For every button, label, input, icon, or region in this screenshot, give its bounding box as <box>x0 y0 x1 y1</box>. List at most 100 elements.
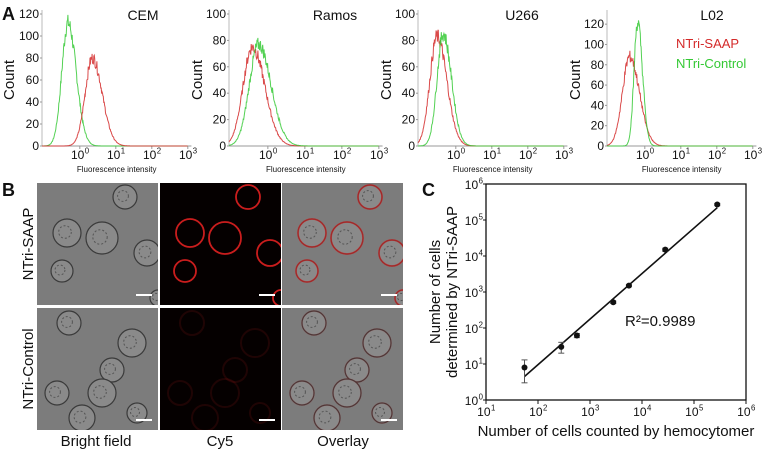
histogram-saap-curve <box>228 43 379 147</box>
y-tick-label: 60 <box>402 60 416 74</box>
cy5-ring <box>235 184 261 210</box>
y-tick-label: 100 <box>206 7 226 21</box>
cell-texture <box>104 363 116 375</box>
c-xlabel: Number of cells counted by hemocytomer <box>478 423 755 440</box>
x-tick-label-base: 10 <box>737 405 751 419</box>
x-tick-label-exponent: 2 <box>722 147 726 156</box>
cell <box>50 259 74 283</box>
histogram-saap-curve <box>42 53 188 147</box>
cell-texture <box>299 264 311 276</box>
cell <box>332 378 362 408</box>
x-tick-label-base: 10 <box>179 148 193 162</box>
y-tick-label: 20 <box>213 113 227 127</box>
legend-control: NTri-Control <box>676 56 746 71</box>
cell <box>362 328 392 358</box>
cy5-ring <box>179 310 205 336</box>
x-tick-label-base: 10 <box>370 148 384 162</box>
cell-texture <box>61 316 73 328</box>
cell-texture <box>294 386 306 398</box>
cell-texture <box>49 386 61 398</box>
cy5-ring <box>191 404 219 430</box>
micrograph-cy5-saap <box>160 183 281 305</box>
cell <box>289 380 315 406</box>
scale-bar <box>136 419 152 421</box>
x-tick-label-exponent: 1 <box>686 147 690 156</box>
scale-bar <box>381 419 397 421</box>
cy5-ring <box>301 310 327 336</box>
x-tick-label-exponent: 0 <box>85 147 90 156</box>
y-tick-label: 0 <box>32 139 39 153</box>
x-tick-label-exponent: 1 <box>491 404 495 413</box>
y-axis-label: Count <box>378 59 395 100</box>
legend-saap: NTri-SAAP <box>676 36 739 51</box>
x-tick-label-base: 10 <box>143 148 157 162</box>
x-tick-label-exponent: 3 <box>384 147 388 156</box>
cell-texture <box>93 385 107 399</box>
cell <box>99 357 125 383</box>
y-tick-label-exponent: 5 <box>479 213 484 222</box>
x-tick-label-base: 10 <box>519 148 533 162</box>
data-point <box>521 364 528 371</box>
column-label-overlay: Overlay <box>317 433 369 450</box>
x-tick-label-exponent: 2 <box>347 147 351 156</box>
x-axis-label: Fluorescence intensity <box>266 165 346 174</box>
cell-texture <box>54 264 66 276</box>
x-tick-label-exponent: 5 <box>699 404 704 413</box>
y-tick-label-base: 10 <box>465 358 479 372</box>
x-tick-label-base: 10 <box>636 148 650 162</box>
cell-texture <box>151 292 158 302</box>
x-tick-label-exponent: 0 <box>461 147 466 156</box>
y-tick-label: 40 <box>26 95 40 109</box>
x-tick-label-base: 10 <box>259 148 273 162</box>
cy5-ring <box>295 259 319 283</box>
cell-texture <box>58 225 72 239</box>
scale-bar <box>259 419 275 421</box>
histogram-title: L02 <box>700 7 724 23</box>
cy5-ring <box>256 239 281 267</box>
cy5-ring <box>289 380 315 406</box>
cell <box>44 380 70 406</box>
y-tick-label: 120 <box>19 7 39 21</box>
y-tick-label-base: 10 <box>465 178 479 192</box>
y-tick-label: 60 <box>26 73 40 87</box>
cy5-ring <box>362 328 392 358</box>
y-axis-label: Count <box>189 59 206 100</box>
microscopy-panel <box>37 183 403 430</box>
data-point <box>662 246 669 253</box>
r-squared-annotation: R²=0.9989 <box>625 313 695 330</box>
panel-label-a: A <box>2 4 15 24</box>
column-label-bright-field: Bright field <box>61 433 132 450</box>
data-point <box>625 282 632 289</box>
cell <box>112 184 138 210</box>
histogram-control-curve <box>42 14 188 147</box>
data-point <box>610 299 617 306</box>
cell-texture <box>73 410 87 424</box>
cell <box>301 310 327 336</box>
cy5-ring <box>175 218 205 248</box>
cy5-ring <box>357 184 383 210</box>
cy5-ring <box>249 402 271 424</box>
cy5-ring <box>330 221 364 255</box>
cell <box>133 239 158 267</box>
x-axis-label: Fluorescence intensity <box>453 165 533 174</box>
c-ylabel-line2: determined by NTri-SAAP <box>444 206 461 378</box>
data-point <box>714 201 721 208</box>
x-tick-label-exponent: 1 <box>121 147 125 156</box>
cell <box>87 378 117 408</box>
x-tick-label-exponent: 3 <box>569 147 573 156</box>
y-tick-label-exponent: 6 <box>479 177 483 186</box>
cell <box>344 357 370 383</box>
x-tick-label-exponent: 2 <box>543 404 547 413</box>
cell-texture <box>375 407 385 417</box>
x-tick-label-base: 10 <box>447 148 461 162</box>
y-tick-label: 60 <box>591 78 605 92</box>
cell-texture <box>92 229 108 245</box>
cy5-ring <box>208 221 242 255</box>
x-axis-label: Fluorescence intensity <box>77 165 157 174</box>
cell <box>313 404 341 430</box>
cy5-ring <box>378 239 403 267</box>
